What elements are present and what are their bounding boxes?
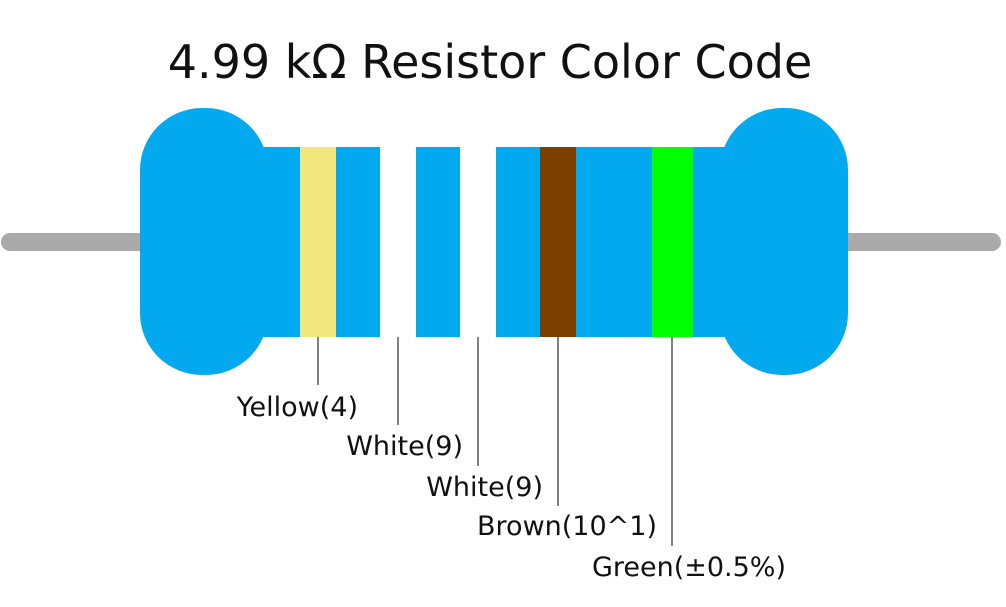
band-label: Yellow(4) [236,392,358,423]
band-label: Green(±0.5%) [592,552,786,583]
band [540,147,576,337]
band-label: Brown(10^1) [477,511,657,542]
band [652,147,693,337]
resistor-cap [720,108,848,375]
band [380,147,416,337]
resistor-cap [140,108,268,375]
band-label: White(9) [426,472,543,503]
band [300,147,336,337]
title: 4.99 kΩ Resistor Color Code [168,35,813,89]
band-label: White(9) [346,431,463,462]
band [460,147,496,337]
